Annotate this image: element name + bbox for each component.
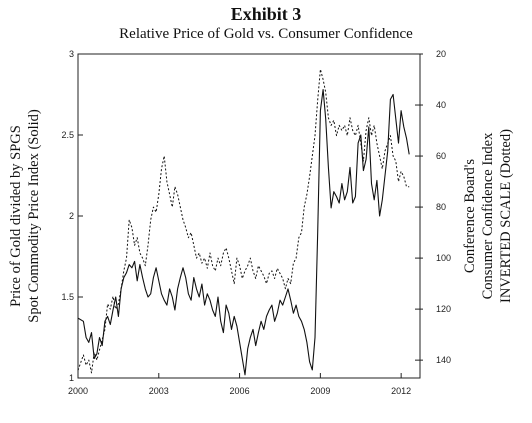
y-left-tick-label: 3	[69, 49, 74, 59]
y-right-tick-label: 40	[436, 100, 446, 110]
y-left-tick-label: 2.5	[61, 130, 74, 140]
gold-ratio-series-line	[77, 89, 410, 376]
y-right-tick-label: 140	[436, 355, 451, 365]
y-right-axis-label: INVERTED SCALE (Dotted)	[498, 129, 514, 303]
plot-frame	[77, 53, 421, 379]
y-right-tick-label: 80	[436, 202, 446, 212]
y-left-tick-label: 1	[69, 373, 74, 383]
y-right-tick-label: 120	[436, 304, 451, 314]
x-tick-label: 2006	[230, 386, 250, 396]
y-right-tick-label: 100	[436, 253, 451, 263]
y-right-tick-label: 60	[436, 151, 446, 161]
chart-title: Exhibit 3	[230, 4, 302, 24]
x-tick-label: 2009	[310, 386, 330, 396]
y-left-axis-label: Spot Commodity Price Index (Solid)	[26, 109, 42, 323]
y-left-tick-label: 1.5	[61, 292, 74, 302]
chart-subtitle: Relative Price of Gold vs. Consumer Conf…	[119, 26, 413, 42]
x-tick-label: 2003	[149, 386, 169, 396]
y-left-axis-label: Price of Gold divided by SPGS	[8, 125, 24, 307]
y-right-axis-label: Consumer Confidence Index	[480, 132, 496, 299]
y-right-axis-label: Conference Board's	[462, 159, 478, 273]
y-left-tick-label: 2	[69, 211, 74, 221]
confidence-series-line	[77, 68, 410, 374]
x-tick-label: 2000	[68, 386, 88, 396]
y-right-tick-label: 20	[436, 49, 446, 59]
x-tick-label: 2012	[391, 386, 411, 396]
